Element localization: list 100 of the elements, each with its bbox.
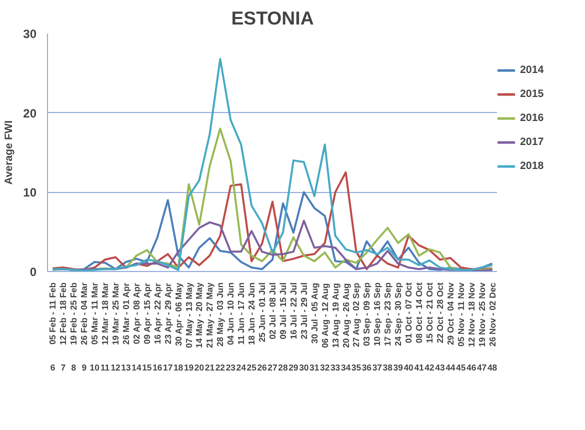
text: 48 [487,362,498,372]
text: 29 [288,362,298,372]
x-tick-label: 22 Oct - 28 Oct [434,282,445,344]
x-tick-label: 05 Nov - 11 Nov [456,282,466,346]
text: 24 [236,362,246,372]
text: 30 [299,362,309,372]
x-tick-label: 08 Oct - 14 Oct [414,282,424,344]
text: 35 [351,362,362,372]
text: 23 [226,362,236,372]
x-tick-label: 18 Jun - 24 Jun [246,282,257,346]
x-tick-label: 15 Oct - 21 Oct [424,282,434,344]
legend-label: 2014 [520,64,544,76]
x-tick-label: 28 May - 03 Jun [215,282,226,346]
x-tick-label: 27 Aug - 02 Sep [351,282,362,347]
x-tick-label: 29 Oct - 04 Nov [445,282,456,346]
x-tick-label: 09 Apr - 15 Apr [142,282,152,344]
x-tick-label: 10 Sep - 16 Sep [372,282,382,346]
text: 26 [257,362,268,372]
text: 37 [372,362,382,372]
x-tick-label: 21 May - 27 May [204,282,215,348]
text: 46 [466,362,476,372]
text: 15 [142,362,152,372]
line-series [52,128,494,272]
x-tick-label: 26 Feb - 04 Mar [79,282,90,346]
legend-label: 2015 [520,88,544,100]
y-tick-label: 20 [23,106,37,120]
x-tick-label: 19 Feb - 25 Feb [68,282,79,346]
y-axis-title: Average FWI [3,120,16,185]
text: 41 [414,362,424,372]
x-tick-label: 19 Nov - 25 Nov [476,282,487,347]
y-tick-label: 0 [30,265,37,279]
x-tick-label: 11 Jun - 17 Jun [236,282,246,345]
text: 18 [174,362,184,372]
x-tick-label: 24 Sep - 30 Sep [393,282,404,346]
text: 19 [184,362,194,372]
x-tick-label: 12 Feb - 18 Feb [58,282,68,346]
text: 22 [215,362,226,372]
text: 11 [100,362,110,372]
x-tick-label: 30 Jul - 05 Aug [309,282,320,344]
text: 32 [320,362,330,372]
text: 31 [310,362,320,372]
y-tick-label: 10 [23,186,37,200]
text: 28 [278,362,288,372]
text: 47 [476,362,487,372]
text: 38 [382,362,393,372]
x-tick-label: 07 May - 13 May [184,282,194,348]
text: 45 [456,362,466,372]
x-tick-label: 16 Apr - 22 Apr [152,282,162,344]
x-tick-label: 23 Jul - 29 Jul [298,282,309,340]
legend-label: 2018 [520,160,544,172]
text: 8 [71,362,76,372]
x-tick-label: 26 Mar - 01 Apr [120,282,131,345]
x-tick-label: 16 Jul - 22 Jul [288,282,298,340]
x-tick-label: 12 Nov - 18 Nov [466,282,476,347]
text: 25 [246,362,257,372]
text: 17 [163,362,173,372]
line-series [52,58,494,272]
line-series [52,171,494,271]
x-tick-label: 02 Jul - 08 Jul [268,282,278,340]
text: 16 [152,362,162,372]
x-tick-label: 05 Mar - 11 Mar [90,282,100,345]
x-tick-label: 25 Jun - 01 Jul [257,282,268,342]
text: 20 [194,362,204,372]
x-tick-label: 13 Aug - 19 Aug [330,283,340,348]
text: 39 [393,362,404,372]
x-tick-label: 03 Sep - 09 Sep [362,282,372,346]
text: 12 [110,362,121,372]
text: 7 [60,362,66,372]
x-tick-label: 06 Aug - 12 Aug [320,283,330,348]
chart-title: ESTONIA [231,8,314,28]
x-tick-label: 14 May - 20 May [194,282,204,348]
text: 13 [121,362,131,372]
x-tick-label: 05 Feb - 11 Feb [48,282,58,345]
legend-label: 2016 [520,112,544,124]
x-tick-label: 04 Jun - 10 Jun [226,282,236,346]
legend-label: 2017 [520,136,544,148]
x-tick-label: 20 Aug - 26 Aug [340,283,351,348]
text: 27 [268,362,278,372]
text: 33 [330,362,340,372]
x-tick-label: 17 Sep - 23 Sep [382,282,393,346]
y-tick-label: 30 [23,27,37,41]
x-tick-label: 09 Jul - 15 Jul [278,282,288,340]
text: 43 [435,362,445,372]
x-tick-label: 26 Nov - 02 Dec [487,282,498,346]
text: 9 [82,362,87,372]
text: 36 [362,362,372,372]
x-tick-label: 01 Oct - 07 Oct [404,282,414,344]
x-tick-label: 30 Apr - 06 May [173,282,184,346]
text: 40 [404,362,414,372]
x-tick-label: 02 Apr - 08 Apr [131,282,142,344]
text: 34 [340,362,351,372]
text: 42 [424,362,434,372]
text: 10 [90,362,100,372]
text: 21 [204,362,215,372]
x-tick-label: 23 Apr - 29 Apr [162,282,173,344]
text: 44 [446,362,456,372]
x-tick-label: 19 Mar - 25 Mar [110,282,121,346]
text: 6 [50,362,56,372]
x-tick-label: 12 Mar - 18 Mar [100,282,110,346]
text: 14 [132,362,142,372]
